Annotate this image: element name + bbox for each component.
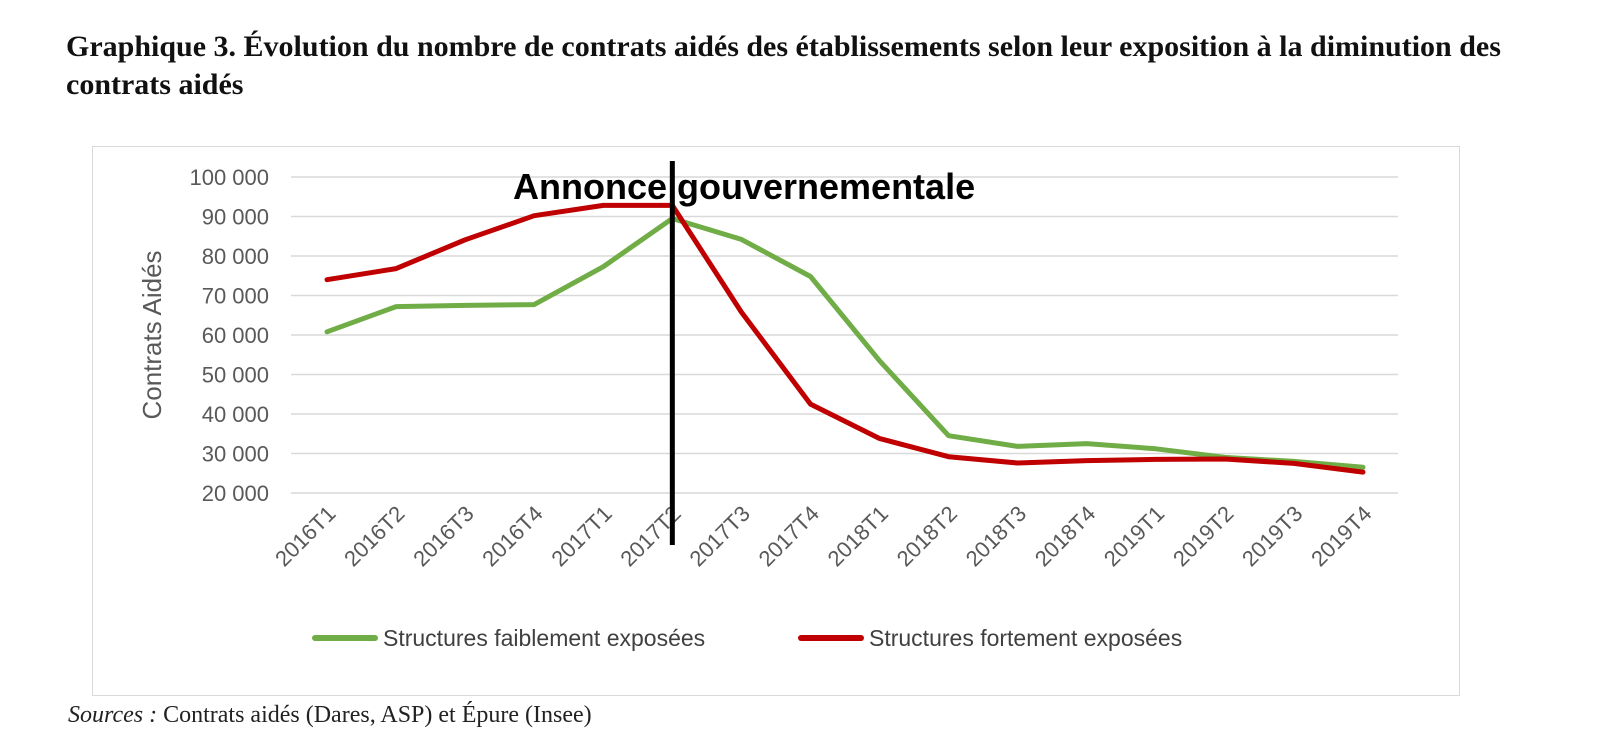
- y-tick-label: 70 000: [202, 284, 269, 309]
- x-tick-label: 2018T3: [961, 501, 1031, 571]
- x-tick-label: 2019T2: [1168, 501, 1238, 571]
- x-tick-label: 2019T3: [1237, 501, 1307, 571]
- legend: Structures faiblement exposées Structures…: [312, 625, 1182, 651]
- x-tick-label: 2016T2: [339, 501, 409, 571]
- x-tick-label: 2019T4: [1306, 501, 1376, 571]
- document-title: Graphique 3. Évolution du nombre de cont…: [66, 30, 1501, 101]
- x-tick-label: 2017T4: [754, 501, 824, 571]
- series-line-2: [324, 202, 1366, 475]
- legend-label: Structures fortement exposées: [869, 625, 1182, 651]
- x-tick-label: 2016T1: [270, 501, 340, 571]
- y-tick-label: 90 000: [202, 205, 269, 230]
- y-tick-label: 100 000: [189, 165, 269, 190]
- sources-label: Sources :: [68, 702, 158, 728]
- announcement-label: Annonce gouvernementale: [513, 166, 975, 207]
- y-axis-title: Contrats Aidés: [137, 250, 167, 419]
- line-chart: 20 000 30 000 40 000 50 000 60 000 70 000 80 0…: [137, 161, 1398, 651]
- x-tick-label: 2018T4: [1030, 501, 1100, 571]
- chart-frame: 20 000 30 000 40 000 50 000 60 000 70 000 80 0…: [92, 146, 1460, 696]
- x-tick-label: 2017T1: [546, 501, 616, 571]
- y-tick-label: 80 000: [202, 244, 269, 269]
- sources-text: Contrats aidés (Dares, ASP) et Épure (In…: [157, 702, 592, 728]
- x-tick-label: 2017T3: [684, 501, 754, 571]
- x-tick-label: 2018T1: [823, 501, 893, 571]
- x-tick-label: 2017T2: [615, 501, 685, 571]
- x-tick-label: 2016T4: [477, 501, 547, 571]
- x-axis-ticks: 2016T12016T22016T32016T42017T12017T22017…: [270, 501, 1376, 571]
- y-tick-label: 50 000: [202, 363, 269, 388]
- x-tick-label: 2019T1: [1099, 501, 1169, 571]
- y-tick-label: 30 000: [202, 442, 269, 467]
- x-tick-label: 2018T2: [892, 501, 962, 571]
- y-tick-label: 40 000: [202, 402, 269, 427]
- sources-note: Sources : Contrats aidés (Dares, ASP) et…: [68, 700, 592, 730]
- y-axis-ticks: 20 000 30 000 40 000 50 000 60 000 70 000 80 0…: [189, 165, 269, 506]
- series-line-1: [324, 216, 1366, 470]
- y-tick-label: 60 000: [202, 323, 269, 348]
- legend-label: Structures faiblement exposées: [383, 625, 705, 651]
- y-tick-label: 20 000: [202, 481, 269, 506]
- x-tick-label: 2016T3: [408, 501, 478, 571]
- gridlines: [291, 176, 1398, 494]
- series-lines: [324, 202, 1366, 475]
